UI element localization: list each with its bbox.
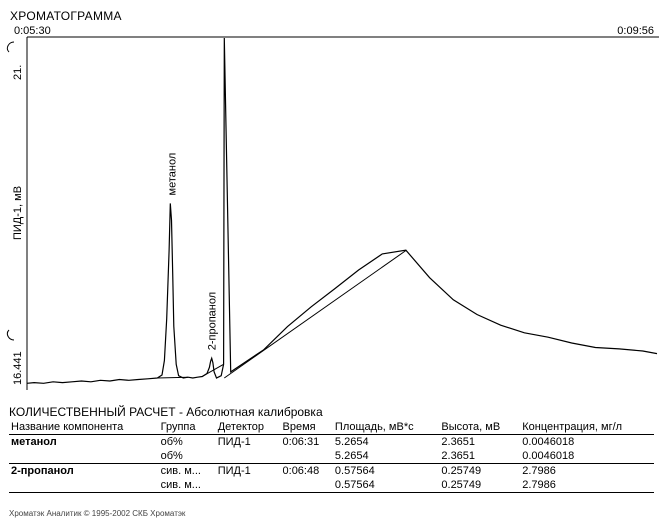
time-start-label: 0:05:30 [14, 25, 51, 37]
cell-height: 0.25749 [439, 478, 521, 493]
peak-label-1: метанол [166, 153, 178, 196]
results-table: Название компонента Группа Детектор Врем… [9, 420, 654, 493]
cell-name: 2-пропанол [11, 465, 74, 477]
cell-group: сив. м... [158, 478, 216, 493]
col-header-time: Время [280, 420, 333, 435]
cell-height: 0.25749 [441, 465, 482, 477]
col-header-group: Группа [158, 420, 216, 435]
col-header-name: Название компонента [9, 420, 159, 435]
peak-baseline-2 [202, 363, 224, 377]
cell-time: 0:06:48 [282, 465, 320, 477]
peak-label-2: 2-пропанол [207, 292, 219, 350]
y-axis-label: ПИД-1, мВ [12, 186, 24, 240]
cell-group: об% [158, 449, 216, 464]
cell-detector: ПИД-1 [217, 436, 251, 448]
cell-detector: ПИД-1 [217, 465, 251, 477]
quantitative-report: КОЛИЧЕСТВЕННЫЙ РАСЧЕТ - Абсолютная калиб… [9, 405, 657, 493]
cell-name [9, 478, 159, 493]
col-header-detector: Детектор [215, 420, 281, 435]
report-title: КОЛИЧЕСТВЕННЫЙ РАСЧЕТ - Абсолютная калиб… [9, 405, 323, 419]
window-title: ХРОМАТОГРАММА [10, 9, 122, 23]
cell-time [280, 449, 333, 464]
cell-group: об% [160, 436, 183, 448]
col-header-height: Высота, мВ [439, 420, 521, 435]
cell-name: метанол [11, 436, 57, 448]
peak-baseline-1 [157, 376, 189, 379]
table-row[interactable]: сив. м... 0.57564 0.25749 2.7986 [9, 478, 654, 493]
cell-name [9, 449, 159, 464]
table-row[interactable]: 2-пропанол сив. м... ПИД-1 0:06:48 0.575… [9, 464, 654, 479]
cell-concentration: 0.0046018 [522, 436, 575, 448]
cell-concentration: 2.7986 [520, 478, 654, 493]
cell-area: 5.2654 [334, 436, 369, 448]
table-header-row: Название компонента Группа Детектор Врем… [9, 420, 654, 435]
y-axis-scroll-handle-top[interactable] [6, 41, 15, 53]
cell-concentration: 0.0046018 [520, 449, 654, 464]
cell-detector [215, 449, 281, 464]
time-end-label: 0:09:56 [617, 25, 654, 37]
table-row[interactable]: метанол об% ПИД-1 0:06:31 5.2654 2.3651 … [9, 435, 654, 450]
y-tick-bottom: 16.441 [12, 351, 24, 385]
cell-height: 2.3651 [441, 436, 476, 448]
drift-baseline-line [224, 250, 407, 379]
col-header-area: Площадь, мВ*с [332, 420, 440, 435]
chromatogram-plot[interactable]: 21. 16.441 ПИД-1, мВ метанол 2-пропанол [0, 0, 659, 400]
col-header-concentration: Концентрация, мг/л [520, 420, 654, 435]
cell-detector [215, 478, 281, 493]
cell-area: 0.57564 [332, 478, 440, 493]
cell-time [280, 478, 333, 493]
cell-concentration: 2.7986 [522, 465, 556, 477]
cell-area: 0.57564 [334, 465, 375, 477]
chromatogram-trace [26, 37, 658, 384]
cell-area: 5.2654 [332, 449, 440, 464]
table-row[interactable]: об% 5.2654 2.3651 0.0046018 [9, 449, 654, 464]
cell-group: сив. м... [160, 465, 201, 477]
cell-height: 2.3651 [439, 449, 521, 464]
cell-time: 0:06:31 [282, 436, 320, 448]
footer-copyright: Хроматэк Аналитик © 1995-2002 СКБ Хромат… [9, 509, 186, 518]
y-axis-scroll-handle-bottom[interactable] [6, 329, 15, 341]
y-tick-top: 21. [12, 65, 24, 80]
